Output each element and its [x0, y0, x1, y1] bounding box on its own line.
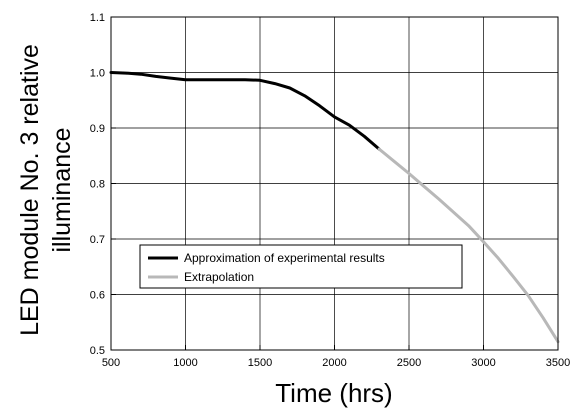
y-tick-label: 0.5	[90, 345, 105, 357]
axis-ticks	[110, 16, 559, 351]
y-tick-label: 1.0	[90, 68, 105, 80]
y-tick-label: 1.1	[90, 12, 105, 24]
y-tick-label: 0.7	[90, 234, 105, 246]
series-line-extrapolation	[377, 147, 560, 344]
series-line-approximation	[109, 71, 381, 151]
x-axis-title: Time (hrs)	[275, 378, 392, 408]
x-tick-label: 3500	[546, 357, 570, 369]
legend-label-approximation: Approximation of experimental results	[184, 251, 385, 265]
series-layer	[109, 71, 560, 344]
y-tick-label: 0.6	[90, 290, 105, 302]
legend-box	[139, 244, 463, 289]
tick-labels: 500 1000 1500 2000 2500 3000 3500 0.5 0.6 0.7 0.8 0…	[90, 12, 571, 369]
x-tick-label: 1500	[248, 357, 272, 369]
y-tick-label: 0.9	[90, 123, 105, 135]
x-tick-label: 2000	[322, 357, 346, 369]
x-tick-label: 2500	[397, 357, 421, 369]
x-tick-label: 3000	[471, 357, 495, 369]
y-axis-title-line-2: illuminance	[48, 127, 76, 252]
x-tick-label: 1000	[173, 357, 197, 369]
grid-lines	[110, 16, 559, 351]
y-axis-title-line-1: LED module No. 3 relative	[16, 44, 44, 336]
y-tick-label: 0.8	[90, 179, 105, 191]
x-tick-label: 500	[102, 357, 120, 369]
legend: Approximation of experimental results Ex…	[139, 244, 463, 289]
legend-label-extrapolation: Extrapolation	[184, 270, 254, 284]
